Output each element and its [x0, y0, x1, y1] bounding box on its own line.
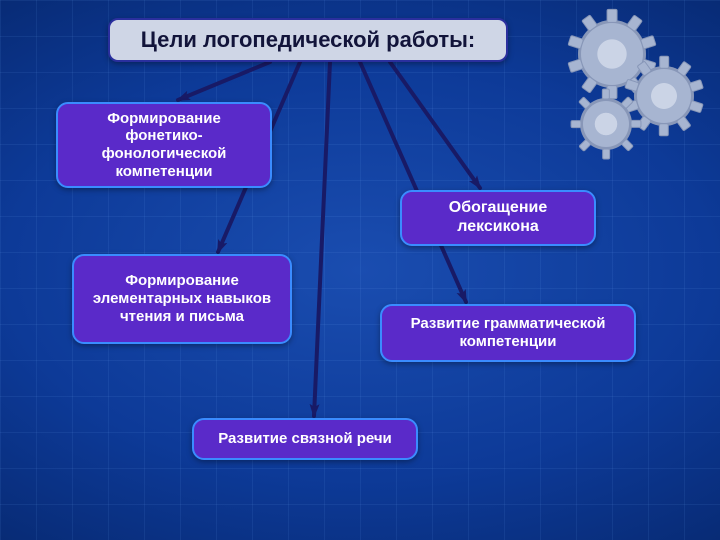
node-phonetic: Формирование фонетико-фонологической ком…: [56, 102, 272, 188]
arrow-2: [314, 62, 330, 416]
arrow-3: [360, 62, 466, 302]
gear-icon: [634, 66, 694, 126]
diagram-title: Цели логопедической работы:: [108, 18, 508, 62]
node-grammar: Развитие грамматической компетенции: [380, 304, 636, 362]
node-reading: Формирование элементарных навыков чтения…: [72, 254, 292, 344]
node-label: Формирование фонетико-фонологической ком…: [68, 110, 260, 181]
node-speech: Развитие связной речи: [192, 418, 418, 460]
node-label: Формирование элементарных навыков чтения…: [84, 272, 280, 325]
gear-icon: [580, 98, 632, 150]
node-label: Развитие связной речи: [218, 430, 392, 448]
arrow-4: [390, 62, 480, 188]
node-label: Развитие грамматической компетенции: [392, 315, 624, 350]
diagram-stage: Цели логопедической работы: Формирование…: [0, 0, 720, 540]
gear-icon: [578, 20, 646, 88]
node-lexicon: Обогащение лексикона: [400, 190, 596, 246]
node-label: Обогащение лексикона: [412, 199, 584, 237]
diagram-title-text: Цели логопедической работы:: [141, 27, 475, 53]
arrow-0: [178, 62, 270, 100]
